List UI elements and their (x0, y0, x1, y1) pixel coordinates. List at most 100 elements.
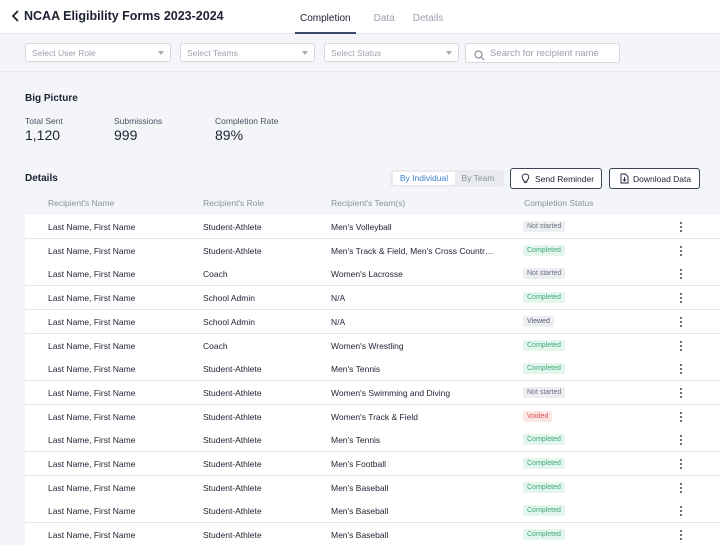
recipient-name: Last Name, First Name (48, 341, 136, 351)
kebab-menu-icon[interactable] (677, 458, 685, 470)
table-row[interactable]: Last Name, First Name Student-Athlete Men'… (25, 428, 720, 452)
recipient-teams: Men's Football (331, 459, 387, 469)
recipient-role: Student-Athlete (203, 483, 262, 493)
recipient-role: Student-Athlete (203, 435, 262, 445)
column-header-teams: Recipient's Team(s) (331, 198, 406, 208)
table-row[interactable]: Last Name, First Name Student-Athlete Men'… (25, 452, 720, 476)
status-badge: Not started (523, 221, 566, 232)
bulb-icon (521, 173, 530, 186)
status-badge: Not started (523, 387, 566, 398)
recipient-name: Last Name, First Name (48, 435, 136, 445)
recipient-name: Last Name, First Name (48, 459, 136, 469)
user-role-select[interactable]: Select User Role (25, 43, 171, 62)
table-row[interactable]: Last Name, First Name Student-Athlete Wome… (25, 381, 720, 405)
recipient-name: Last Name, First Name (48, 530, 136, 540)
status-badge: Not started (523, 268, 566, 279)
tab-details[interactable]: Details (412, 13, 444, 24)
big-picture-title: Big Picture (25, 93, 78, 104)
status-select[interactable]: Select Status (324, 43, 459, 62)
stat-label-submissions: Submissions (114, 116, 163, 126)
kebab-menu-icon[interactable] (677, 411, 685, 423)
status-badge: Completed (523, 482, 565, 493)
recipient-role: School Admin (203, 317, 255, 327)
caret-down-icon (446, 51, 452, 55)
status-badge: Completed (523, 245, 565, 256)
recipient-teams: N/A (331, 293, 346, 303)
download-data-button[interactable]: Download Data (609, 168, 700, 189)
status-badge: Completed (523, 529, 565, 540)
tab-data[interactable]: Data (373, 13, 395, 24)
search-box (465, 43, 620, 63)
table-row[interactable]: Last Name, First Name Student-Athlete Men'… (25, 215, 720, 239)
chevron-left-icon[interactable] (10, 9, 22, 23)
recipient-name: Last Name, First Name (48, 269, 136, 279)
table-row[interactable]: Last Name, First Name School Admin N/A View… (25, 310, 720, 334)
column-header-status: Completion Status (524, 198, 594, 208)
search-icon (474, 48, 485, 66)
recipient-name: Last Name, First Name (48, 364, 136, 374)
caret-down-icon (302, 51, 308, 55)
view-toggle: By Individual By Team (390, 170, 504, 187)
tab-bar: Completion Data Details (295, 0, 443, 34)
table-row[interactable]: Last Name, First Name Student-Athlete Men'… (25, 357, 720, 381)
search-input[interactable] (490, 46, 616, 60)
recipient-name: Last Name, First Name (48, 222, 136, 232)
kebab-menu-icon[interactable] (677, 292, 685, 304)
kebab-menu-icon[interactable] (677, 529, 685, 541)
page-title: NCAA Eligibility Forms 2023-2024 (24, 9, 224, 23)
table-row[interactable]: Last Name, First Name Student-Athlete Men'… (25, 523, 720, 545)
recipient-name: Last Name, First Name (48, 293, 136, 303)
kebab-menu-icon[interactable] (677, 434, 685, 446)
teams-select[interactable]: Select Teams (180, 43, 315, 62)
recipient-name: Last Name, First Name (48, 388, 136, 398)
kebab-menu-icon[interactable] (677, 221, 685, 233)
view-by-individual[interactable]: By Individual (393, 172, 455, 185)
send-reminder-label: Send Reminder (535, 174, 595, 184)
recipient-role: School Admin (203, 293, 255, 303)
status-badge: Completed (523, 505, 565, 516)
recipient-teams: N/A (331, 317, 346, 327)
view-by-team[interactable]: By Team (461, 173, 495, 183)
recipient-teams: Women's Swimming and Diving (331, 388, 451, 398)
table-row[interactable]: Last Name, First Name Student-Athlete Men'… (25, 239, 720, 263)
recipient-teams: Men's Baseball (331, 506, 389, 516)
recipient-teams: Men's Volleyball (331, 222, 392, 232)
table-row[interactable]: Last Name, First Name Student-Athlete Men'… (25, 476, 720, 500)
details-title: Details (25, 173, 58, 184)
kebab-menu-icon[interactable] (677, 505, 685, 517)
kebab-menu-icon[interactable] (677, 363, 685, 375)
status-badge: Completed (523, 340, 565, 351)
stat-label-completion-rate: Completion Rate (215, 116, 279, 126)
status-badge: Completed (523, 458, 565, 469)
table-row[interactable]: Last Name, First Name Coach Women's Lacros… (25, 262, 720, 286)
send-reminder-button[interactable]: Send Reminder (510, 168, 602, 189)
recipient-name: Last Name, First Name (48, 317, 136, 327)
download-data-label: Download Data (633, 174, 692, 184)
kebab-menu-icon[interactable] (677, 387, 685, 399)
recipient-role: Student-Athlete (203, 459, 262, 469)
recipient-name: Last Name, First Name (48, 483, 136, 493)
user-role-select-label: Select User Role (32, 48, 96, 58)
stat-label-total-sent: Total Sent (25, 116, 63, 126)
recipient-role: Student-Athlete (203, 246, 262, 256)
kebab-menu-icon[interactable] (677, 268, 685, 280)
status-badge: Viewed (523, 316, 554, 327)
table-row[interactable]: Last Name, First Name School Admin N/A Comp… (25, 286, 720, 310)
kebab-menu-icon[interactable] (677, 482, 685, 494)
kebab-menu-icon[interactable] (677, 340, 685, 352)
file-download-icon (620, 173, 629, 186)
stat-value-completion-rate: 89% (215, 127, 244, 143)
table-row[interactable]: Last Name, First Name Student-Athlete Men'… (25, 499, 720, 523)
recipient-role: Student-Athlete (203, 412, 262, 422)
table-row[interactable]: Last Name, First Name Student-Athlete Wome… (25, 405, 720, 429)
status-badge: Completed (523, 363, 565, 374)
kebab-menu-icon[interactable] (677, 316, 685, 328)
top-header: NCAA Eligibility Forms 2023-2024 Complet… (0, 0, 720, 34)
recipient-role: Student-Athlete (203, 530, 262, 540)
recipient-name: Last Name, First Name (48, 412, 136, 422)
table-row[interactable]: Last Name, First Name Coach Women's Wrestl… (25, 334, 720, 358)
stat-value-submissions: 999 (114, 127, 138, 143)
tab-completion[interactable]: Completion (295, 0, 356, 34)
recipient-teams: Women's Lacrosse (331, 269, 403, 279)
kebab-menu-icon[interactable] (677, 245, 685, 257)
